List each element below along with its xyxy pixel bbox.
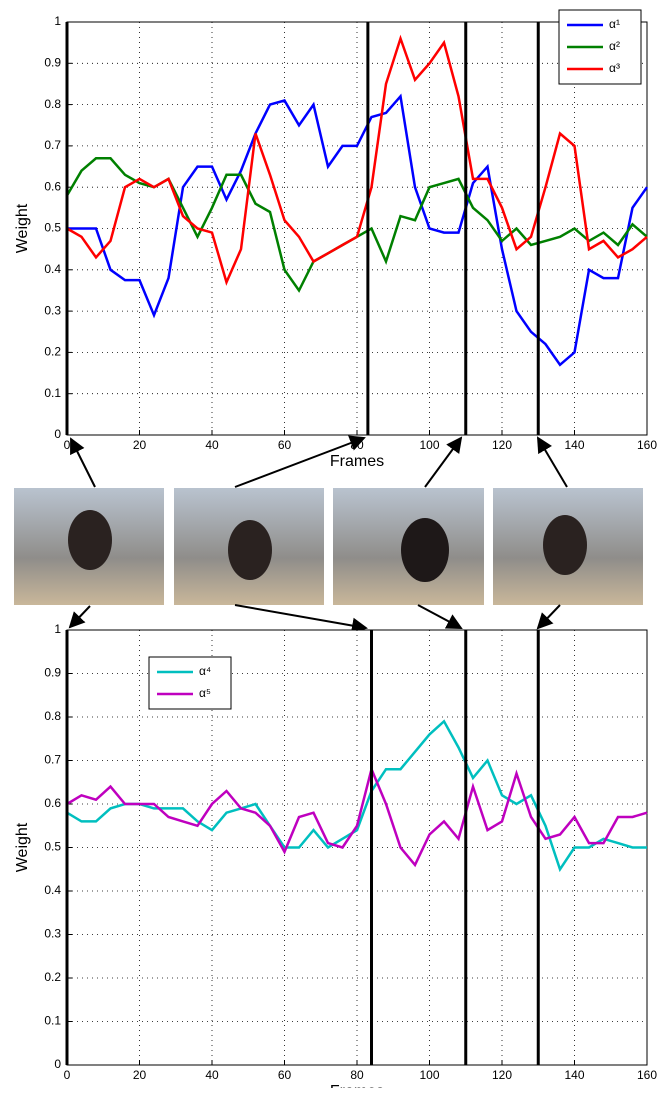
x-tick-label: 60 bbox=[278, 1068, 292, 1082]
y-tick-label: 0.6 bbox=[44, 179, 61, 193]
photo-figure bbox=[543, 515, 587, 575]
x-tick-label: 20 bbox=[133, 438, 147, 452]
x-axis-label: Frames bbox=[330, 1083, 384, 1088]
x-tick-label: 0 bbox=[64, 438, 71, 452]
y-tick-label: 0.6 bbox=[44, 796, 61, 810]
x-tick-label: 40 bbox=[205, 1068, 219, 1082]
photo-figure bbox=[401, 518, 449, 582]
arrow bbox=[235, 605, 366, 628]
legend: α¹ α² α³ bbox=[559, 10, 641, 84]
legend-box bbox=[149, 657, 231, 709]
y-tick-label: 0 bbox=[54, 427, 61, 441]
arrow bbox=[418, 605, 461, 628]
x-tick-label: 80 bbox=[350, 1068, 364, 1082]
x-tick-label: 140 bbox=[564, 438, 584, 452]
y-tick-label: 0.9 bbox=[44, 666, 61, 680]
y-tick-label: 1 bbox=[54, 14, 61, 28]
y-tick-label: 0 bbox=[54, 1057, 61, 1071]
legend-label: α⁵ bbox=[199, 686, 211, 700]
y-tick-label: 0.8 bbox=[44, 97, 61, 111]
x-tick-label: 140 bbox=[564, 1068, 584, 1082]
arrow bbox=[71, 439, 95, 487]
y-tick-label: 0.8 bbox=[44, 709, 61, 723]
y-tick-label: 0.1 bbox=[44, 1014, 61, 1028]
photo-figure bbox=[228, 520, 272, 580]
x-tick-label: 160 bbox=[637, 1068, 657, 1082]
y-tick-label: 1 bbox=[54, 622, 61, 636]
y-tick-label: 0.7 bbox=[44, 138, 61, 152]
x-tick-label: 120 bbox=[492, 438, 512, 452]
y-tick-label: 0.2 bbox=[44, 970, 61, 984]
legend-label: α⁴ bbox=[199, 664, 211, 678]
photos bbox=[14, 488, 643, 605]
legend-label: α² bbox=[609, 39, 620, 53]
y-tick-label: 0.2 bbox=[44, 345, 61, 359]
y-tick-label: 0.4 bbox=[44, 262, 61, 276]
x-tick-label: 40 bbox=[205, 438, 219, 452]
x-tick-label: 160 bbox=[637, 438, 657, 452]
arrow bbox=[70, 606, 90, 627]
y-axis-label: Weight bbox=[14, 203, 31, 253]
y-tick-label: 0.3 bbox=[44, 927, 61, 941]
y-tick-label: 0.7 bbox=[44, 753, 61, 767]
arrow bbox=[538, 438, 567, 487]
x-tick-label: 100 bbox=[419, 438, 439, 452]
chart: 0 0.1 0.2 0.3 0.4 0.5 0.6 0.7 0.8 0.9 1 0 20 40 60 80 10… bbox=[14, 10, 657, 470]
y-tick-label: 0.1 bbox=[44, 386, 61, 400]
x-axis-label: Frames bbox=[330, 453, 384, 470]
legend-label: α³ bbox=[609, 61, 620, 75]
y-tick-label: 0.5 bbox=[44, 221, 61, 235]
x-tick-label: 60 bbox=[278, 438, 292, 452]
x-tick-label: 120 bbox=[492, 1068, 512, 1082]
y-tick-label: 0.5 bbox=[44, 840, 61, 854]
photo-figure bbox=[68, 510, 112, 570]
y-tick-label: 0.4 bbox=[44, 883, 61, 897]
legend-label: α¹ bbox=[609, 17, 620, 31]
x-tick-label: 0 bbox=[64, 1068, 71, 1082]
arrow bbox=[538, 605, 560, 628]
x-tick-label: 100 bbox=[419, 1068, 439, 1082]
figure: 00.10.20.30.40.50.60.70.80.9102040608010… bbox=[0, 0, 671, 1088]
y-axis-label: Weight bbox=[14, 822, 31, 872]
chart: 0 0.1 0.2 0.3 0.4 0.5 0.6 0.7 0.8 0.9 1 0 20 40 60 80 10… bbox=[14, 622, 657, 1088]
legend: α⁴ α⁵ bbox=[149, 657, 231, 709]
x-tick-label: 80 bbox=[350, 438, 364, 452]
x-tick-label: 20 bbox=[133, 1068, 147, 1082]
y-tick-label: 0.3 bbox=[44, 303, 61, 317]
y-tick-label: 0.9 bbox=[44, 55, 61, 69]
